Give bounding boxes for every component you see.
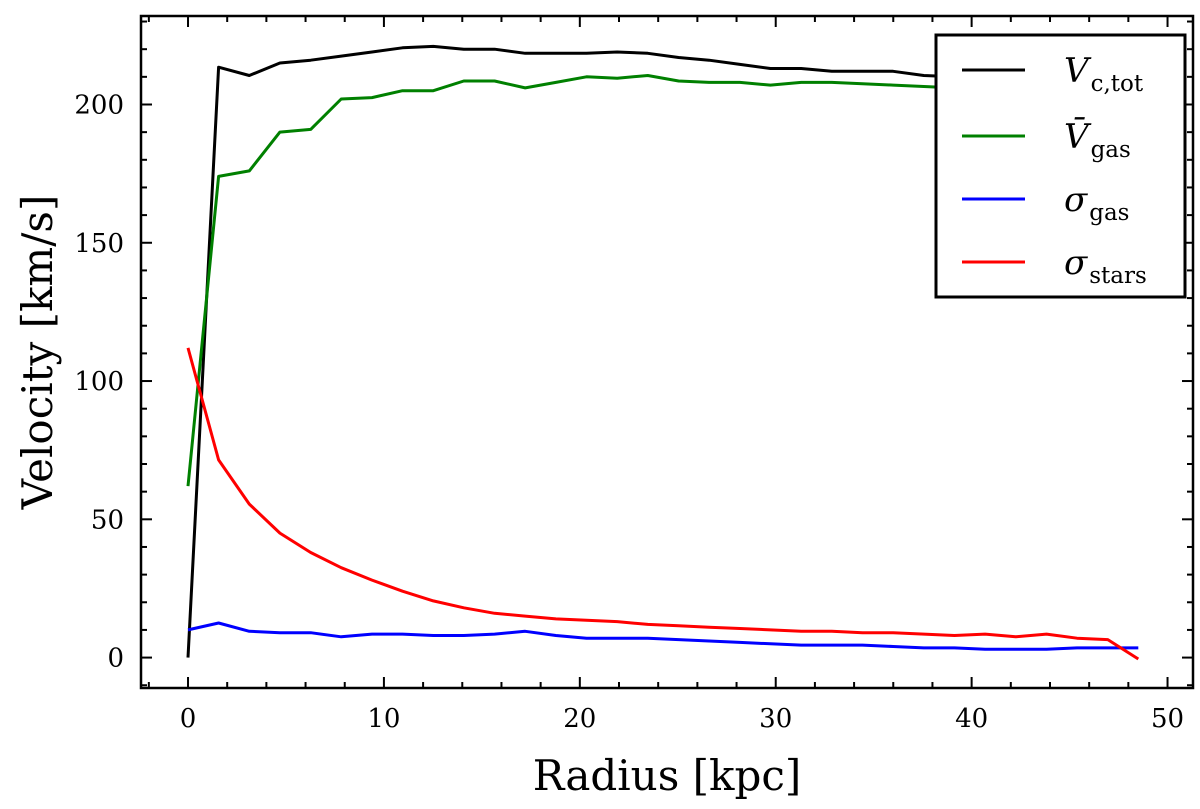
legend-label-3: σstars: [1064, 243, 1147, 289]
legend-label-2: σgas: [1064, 180, 1129, 226]
legend-label-0: Vc,tot: [1064, 51, 1144, 97]
x-tick-label-4: 40: [955, 704, 988, 734]
series-line-3: [186, 347, 1140, 661]
labels-layer: 0 10 20 30 40 50 0 50 100 150 200: [74, 90, 1184, 734]
legend-label-main: V̄: [1064, 116, 1092, 157]
x-tick-label-0: 0: [180, 704, 197, 734]
x-tick-label-5: 50: [1151, 704, 1184, 734]
y-tick-label-0: 0: [107, 644, 124, 674]
x-tick-label-1: 10: [367, 704, 400, 734]
legend-box: [934, 33, 1187, 299]
x-axis-title: Radius [kpc]: [533, 751, 802, 800]
y-axis-title: Velocity [km/s]: [13, 195, 62, 511]
y-tick-label-2: 100: [74, 367, 124, 397]
x-tick-label-2: 20: [563, 704, 596, 734]
y-tick-label-4: 200: [74, 90, 124, 120]
legend-label-main: V: [1064, 51, 1092, 91]
legend-label-sub: gas: [1089, 200, 1129, 226]
legend-label-main: σ: [1064, 180, 1088, 220]
legend-label-sub: stars: [1089, 263, 1147, 289]
y-tick-label-1: 50: [91, 505, 124, 535]
legend-label-sub: gas: [1091, 137, 1131, 163]
series-line-2: [187, 621, 1139, 651]
plot-frame: [139, 14, 1195, 690]
legend-label-sub: c,tot: [1091, 71, 1144, 97]
legend-label-1: V̄gas: [1064, 116, 1131, 163]
legend-label-main: σ: [1064, 243, 1088, 283]
y-tick-label-3: 150: [74, 229, 124, 259]
x-tick-label-3: 30: [759, 704, 792, 734]
